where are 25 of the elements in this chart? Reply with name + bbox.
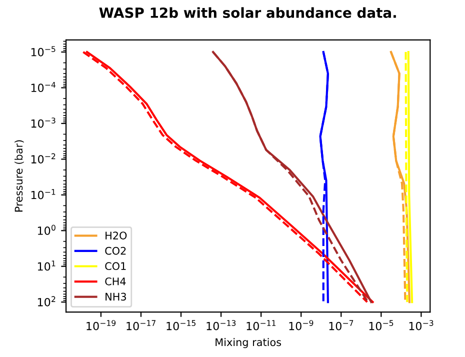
- y-tick-label: 10$^{−4}$: [31, 82, 56, 92]
- y-tick-label: 10$^{0}$: [38, 224, 56, 235]
- x-tick-label: 10$^{−17}$: [126, 320, 156, 330]
- y-tick-label: 10$^{−1}$: [31, 189, 56, 200]
- legend-label: H2O: [106, 232, 127, 240]
- y-tick-label: 10$^{−3}$: [31, 118, 56, 128]
- x-tick-label: 10$^{−7}$: [329, 320, 354, 330]
- y-tick-label: 10$^{−2}$: [31, 153, 56, 164]
- x-tick-label: 10$^{−5}$: [369, 320, 394, 330]
- x-tick-label: 10$^{−9}$: [289, 320, 314, 330]
- legend-label: NH3: [106, 292, 126, 301]
- x-tick-label: 10$^{−3}$: [409, 320, 434, 330]
- legend-label: CO2: [105, 246, 126, 255]
- y-axis-title: Pressure (bar): [14, 140, 24, 212]
- x-tick-label: 10$^{−19}$: [86, 320, 116, 330]
- x-tick-label: 10$^{−15}$: [166, 320, 196, 330]
- legend-label: CO1: [105, 262, 126, 270]
- x-tick-label: 10$^{−11}$: [246, 320, 276, 330]
- x-axis-title: Mixing ratios: [216, 338, 282, 348]
- chart-title: WASP 12b with solar abundance data.: [99, 7, 396, 18]
- legend-label: CH4: [105, 277, 126, 286]
- y-tick-label: 10$^{2}$: [38, 296, 56, 306]
- y-tick-label: 10$^{−5}$: [31, 46, 56, 56]
- y-tick-label: 10$^{1}$: [38, 260, 56, 271]
- x-tick-label: 10$^{−13}$: [206, 320, 236, 330]
